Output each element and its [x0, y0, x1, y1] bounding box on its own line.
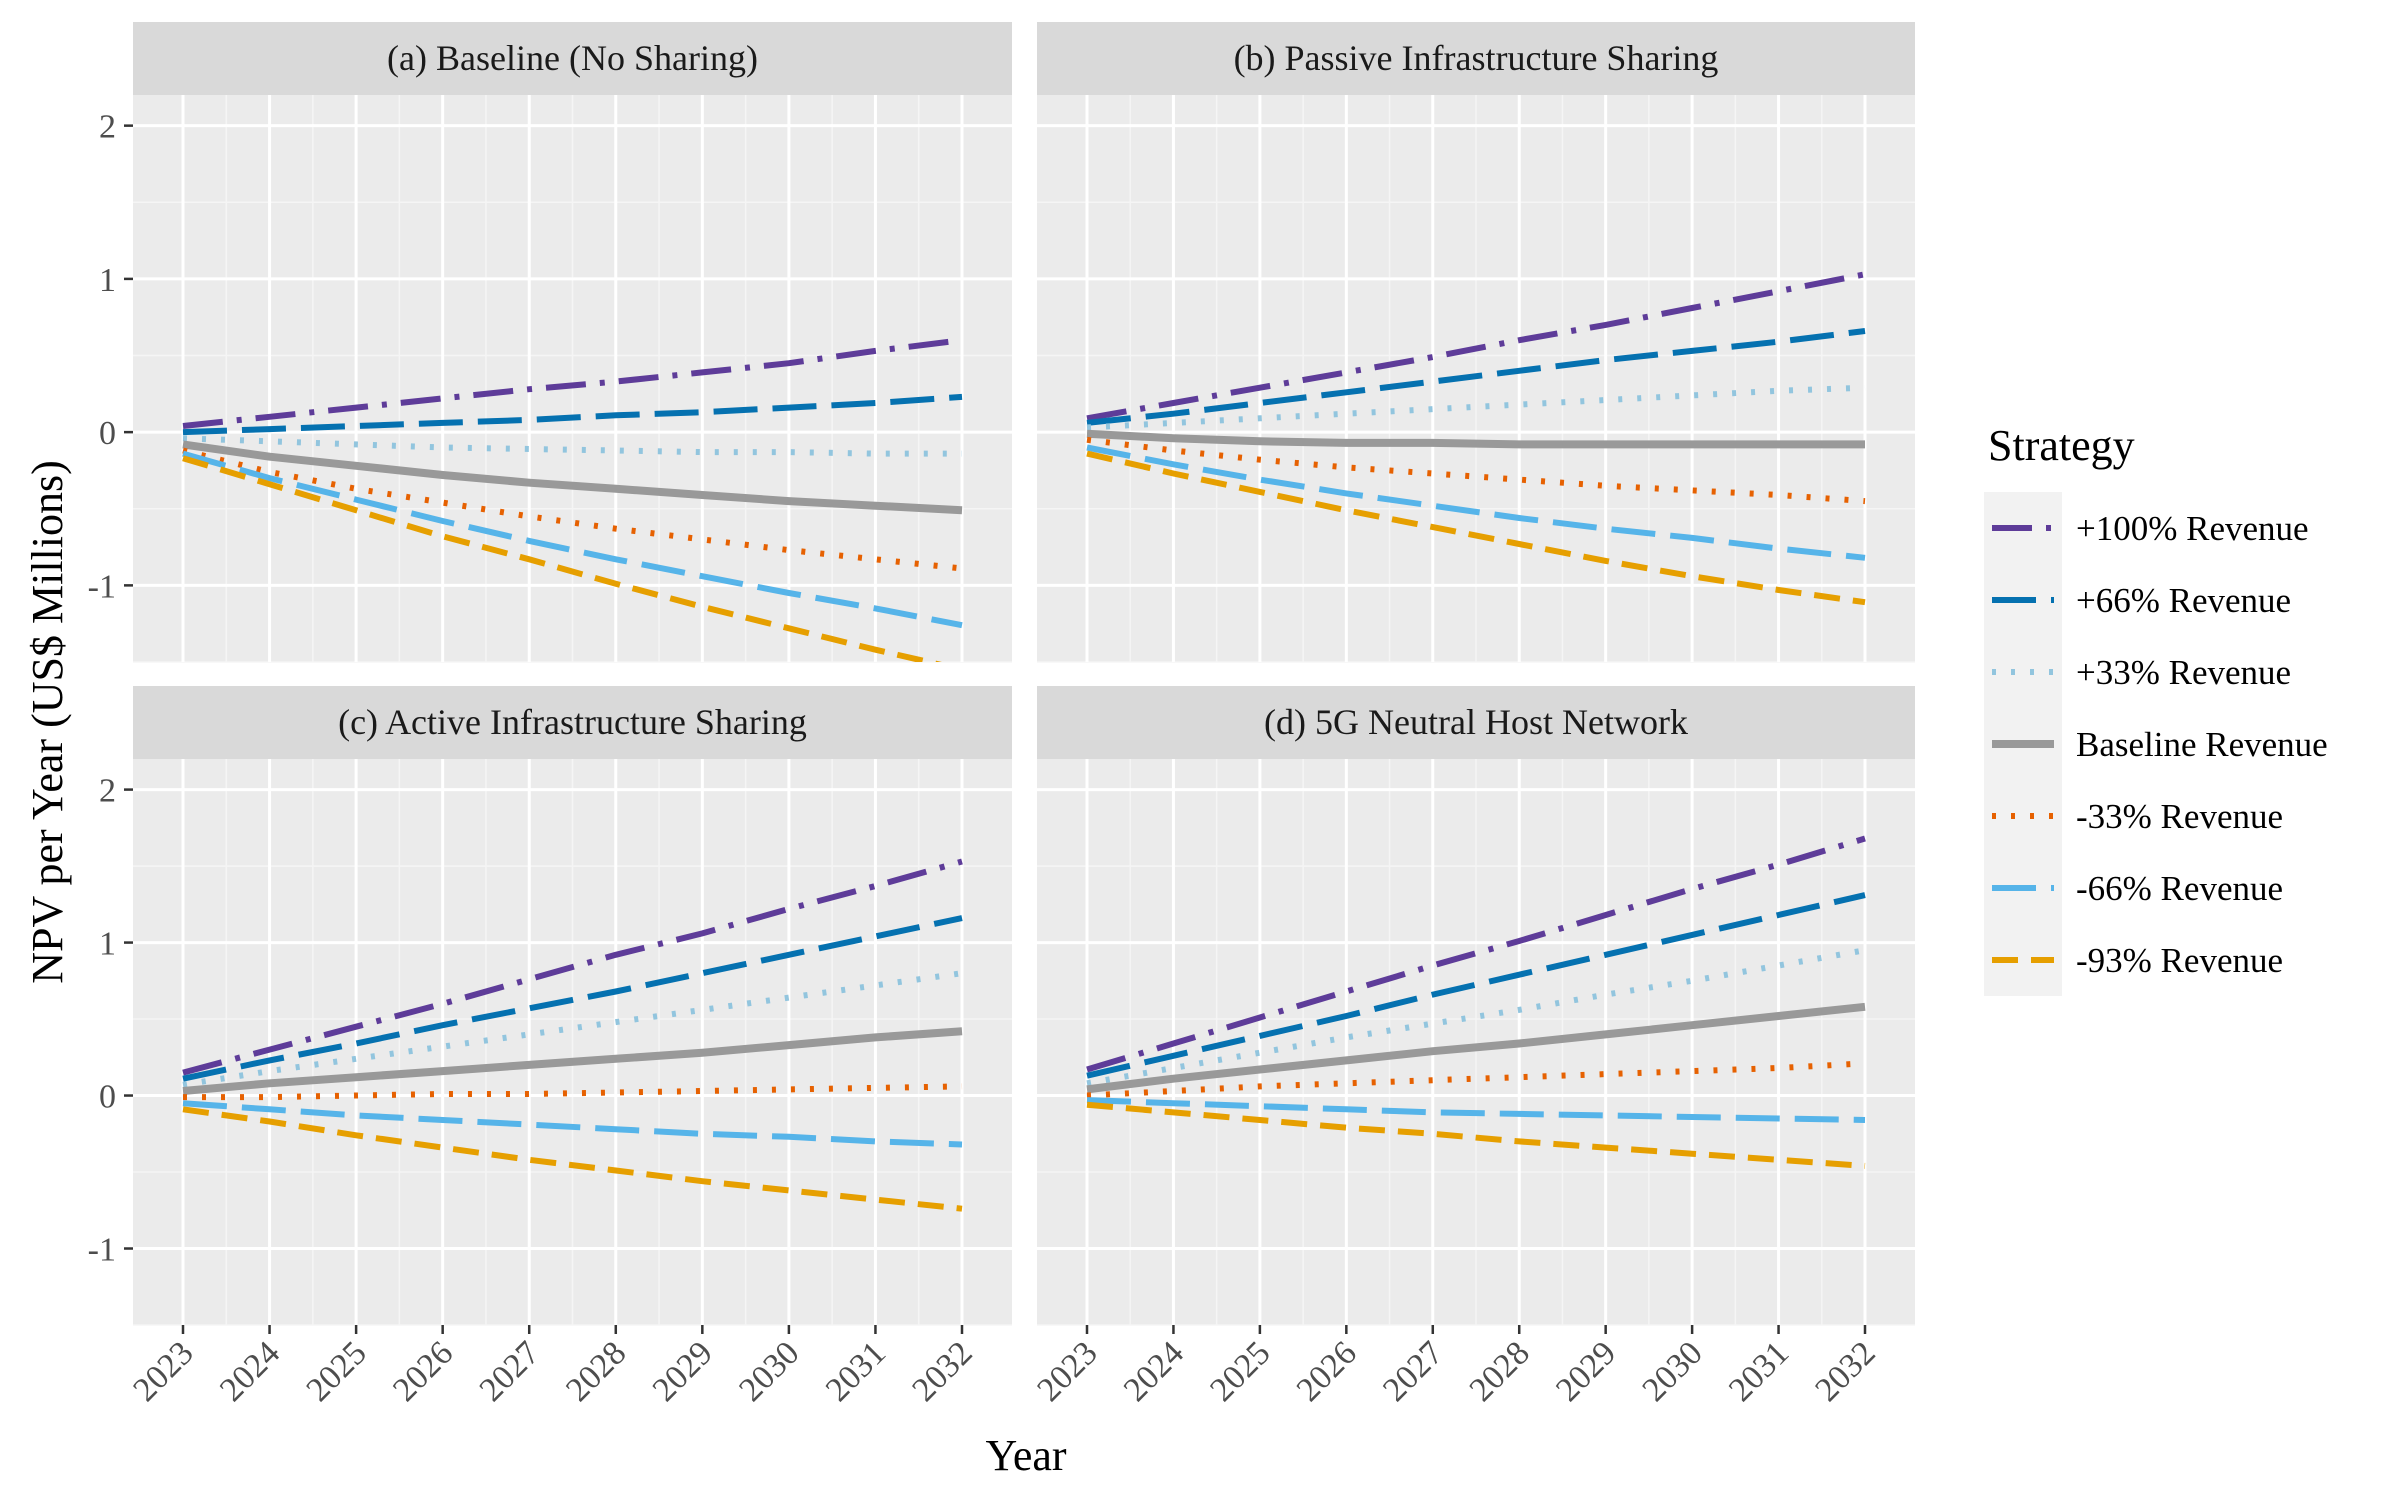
y-tick-label: 2 [99, 773, 116, 810]
series-line-baseline-revenue [1086, 429, 1865, 449]
x-tick-label: 2028 [1463, 1334, 1537, 1408]
x-tick-label: 2023 [126, 1334, 200, 1408]
x-tick-label: 2024 [1117, 1334, 1191, 1408]
series-line-minus-66pct-revenue [1086, 1097, 1866, 1123]
x-tick-label: 2027 [473, 1334, 547, 1408]
series-line-plusminus-100pct-revenue [1086, 835, 1866, 1073]
series-line-plusminus-66pct-revenue [1086, 892, 1866, 1079]
panel-strip [1037, 686, 1915, 759]
legend-label: +33% Revenue [2076, 653, 2291, 692]
legend-title: Strategy [1988, 421, 2135, 470]
series-line-plusminus-66pct-revenue [182, 915, 963, 1082]
series-line-minus-93pct-revenue [182, 1106, 963, 1212]
y-tick-label: -1 [88, 1232, 116, 1269]
series-line-minus-93pct-revenue [1086, 1101, 1866, 1169]
x-tick-label: 2026 [386, 1334, 460, 1408]
x-axis-title: Year [985, 1431, 1066, 1480]
legend-label: -66% Revenue [2076, 869, 2283, 908]
series-line-minus-33pct-revenue [182, 447, 963, 572]
panel-strip [133, 686, 1012, 759]
y-tick-label: 0 [99, 1079, 116, 1116]
panel-title: (b) Passive Infrastructure Sharing [1234, 38, 1719, 78]
x-tick-label: 2029 [1549, 1334, 1623, 1408]
series-line-minus-33pct-revenue [1086, 1060, 1866, 1099]
panel-title: (c) Active Infrastructure Sharing [338, 702, 807, 742]
series-line-plusminus-66pct-revenue [182, 393, 963, 436]
series-line-plusminus-100pct-revenue [1086, 271, 1866, 422]
legend-label: +100% Revenue [2076, 509, 2309, 548]
series-line-plusminus-100pct-revenue [182, 858, 963, 1076]
series-line-minus-93pct-revenue [1086, 450, 1866, 606]
x-tick-label: 2023 [1030, 1334, 1104, 1408]
series-line-minus-33pct-revenue [183, 1083, 963, 1101]
panel-title: (d) 5G Neutral Host Network [1264, 702, 1688, 742]
x-tick-label: 2030 [732, 1334, 806, 1408]
x-tick-label: 2025 [1203, 1334, 1277, 1408]
y-tick-label: 0 [99, 415, 116, 452]
y-tick-label: 1 [99, 926, 116, 963]
x-tick-label: 2024 [213, 1334, 287, 1408]
series-line-plusminus-66pct-revenue [1086, 328, 1866, 426]
panel-strip [133, 22, 1012, 95]
series-line-plusminus-33pct-revenue [1086, 384, 1866, 431]
series-line-minus-66pct-revenue [182, 450, 963, 629]
x-tick-label: 2027 [1376, 1334, 1450, 1408]
legend-label: Baseline Revenue [2076, 725, 2328, 764]
series-line-baseline-revenue [182, 440, 963, 515]
x-tick-label: 2026 [1290, 1334, 1364, 1408]
x-tick-label: 2029 [646, 1334, 720, 1408]
series-line-minus-66pct-revenue [1086, 444, 1866, 561]
legend-label: -93% Revenue [2076, 941, 2283, 980]
series-line-minus-93pct-revenue [182, 455, 942, 662]
y-tick-label: -1 [88, 568, 116, 605]
x-tick-label: 2028 [559, 1334, 633, 1408]
series-line-plusminus-33pct-revenue [182, 435, 962, 457]
panel-title: (a) Baseline (No Sharing) [387, 38, 758, 78]
x-tick-label: 2031 [819, 1334, 893, 1408]
x-tick-label: 2030 [1636, 1334, 1710, 1408]
series-line-minus-66pct-revenue [182, 1100, 963, 1148]
series-line-baseline-revenue [1086, 1002, 1866, 1094]
series-line-baseline-revenue [182, 1027, 963, 1095]
panel-strip [1037, 22, 1915, 95]
legend-label: -33% Revenue [2076, 797, 2283, 836]
x-tick-label: 2032 [905, 1334, 979, 1408]
series-line-plusminus-100pct-revenue [182, 337, 963, 429]
x-tick-label: 2031 [1722, 1334, 1796, 1408]
y-axis-title: NPV per Year (US$ Millions) [23, 460, 72, 984]
x-tick-label: 2032 [1808, 1334, 1882, 1408]
legend-label: +66% Revenue [2076, 581, 2291, 620]
y-tick-label: 2 [99, 109, 116, 146]
y-tick-label: 1 [99, 262, 116, 299]
x-tick-label: 2025 [300, 1334, 374, 1408]
